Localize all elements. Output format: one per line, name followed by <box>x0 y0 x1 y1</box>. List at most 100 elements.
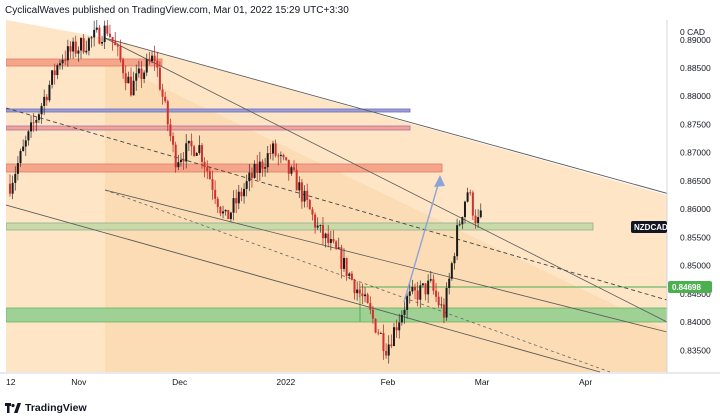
price-tick-label: 0.84500 <box>680 289 711 299</box>
candle-body <box>385 350 388 356</box>
candle-body <box>366 294 369 303</box>
channel-median-dashed <box>6 107 667 301</box>
candle-body <box>253 163 256 178</box>
candle-body <box>442 304 445 318</box>
candle-body <box>122 59 125 74</box>
candle-body <box>432 279 435 291</box>
candle-body <box>453 256 456 264</box>
candle-body <box>101 41 104 44</box>
candle-body <box>395 327 398 331</box>
candle-body <box>379 333 382 334</box>
time-tick-label: 12 <box>6 377 16 387</box>
candle-body <box>240 191 243 197</box>
price-tick-label: 0.83500 <box>680 345 711 355</box>
candle-body <box>93 29 96 38</box>
candle-body <box>458 224 461 226</box>
time-tick-label: Apr <box>579 377 592 387</box>
channel-lower-line <box>6 204 601 373</box>
candle-body <box>353 279 356 294</box>
candle-body <box>200 145 203 162</box>
candle-body <box>151 55 154 62</box>
candle-body <box>132 80 135 96</box>
candle-body <box>345 257 348 276</box>
candle-body <box>450 263 453 279</box>
candle-body <box>22 146 25 152</box>
candle-body <box>80 38 83 51</box>
price-tick-label: 0.85000 <box>680 261 711 271</box>
candle-body <box>40 105 43 115</box>
resistance-zone-blue <box>6 108 411 113</box>
candle-body <box>56 65 59 76</box>
price-tick-label: 0.85500 <box>680 232 711 242</box>
candle-body <box>177 162 180 168</box>
time-tick-label: Dec <box>172 377 188 387</box>
channel-mid-line-solid <box>104 37 667 323</box>
candle-body <box>271 143 274 154</box>
candle-body <box>474 215 477 223</box>
candle-body <box>208 171 211 180</box>
candle-body <box>414 286 417 291</box>
candle-body <box>463 201 466 218</box>
price-tick-label: 0.87000 <box>680 148 711 158</box>
candle-body <box>66 46 69 61</box>
candle-body <box>222 211 225 214</box>
candle-body <box>250 172 253 178</box>
candle-body <box>16 163 19 174</box>
chart-drawings <box>6 20 667 373</box>
candle-body <box>243 188 246 197</box>
channel-lower-line-2 <box>104 189 667 333</box>
price-tick-label: 0.88000 <box>680 91 711 101</box>
candle-body <box>229 212 232 219</box>
candle-body <box>64 59 67 61</box>
candle-body <box>103 25 106 42</box>
tradingview-branding[interactable]: TradingView <box>5 401 87 415</box>
candle-body <box>319 225 322 226</box>
candle-body <box>369 302 372 310</box>
candle-body <box>419 285 422 300</box>
candle-body <box>377 332 380 334</box>
candle-body <box>398 322 401 331</box>
time-axis[interactable]: 12 Nov Dec 2022 Feb Mar Apr <box>6 377 592 387</box>
candle-body <box>9 183 11 194</box>
candle-body <box>30 122 33 132</box>
currency-prefix-icon: 0 <box>680 27 687 37</box>
candle-body <box>106 25 109 34</box>
candle-body <box>382 333 385 351</box>
candle-body <box>166 101 169 125</box>
candle-body <box>282 154 285 158</box>
candle-body <box>440 304 443 306</box>
time-tick-label: Mar <box>475 377 490 387</box>
last-price-tag-bg <box>668 281 712 293</box>
candle-body <box>95 27 98 30</box>
candle-body <box>69 46 72 52</box>
candle-body <box>424 283 427 295</box>
candle-body <box>140 68 143 79</box>
candle-body <box>332 239 335 242</box>
price-axis[interactable]: 0.89000 0.88500 0.88000 0.87500 0.87000 0.865… <box>680 35 711 356</box>
candle-body <box>427 280 430 295</box>
candle-body <box>74 41 77 54</box>
candle-body <box>235 198 238 204</box>
projection-arrow-line <box>403 177 441 303</box>
candle-body <box>119 46 122 60</box>
candle-body <box>53 70 56 76</box>
candle-body <box>82 38 85 53</box>
candle-body <box>358 289 361 294</box>
candle-body <box>279 154 282 157</box>
candle-body <box>127 76 130 84</box>
candle-body <box>374 318 377 333</box>
candle-body <box>306 190 309 201</box>
tradingview-logo-icon <box>5 402 21 413</box>
candle-body <box>445 287 448 318</box>
candle-body <box>161 89 164 97</box>
time-tick-label: Feb <box>381 377 396 387</box>
candle-body <box>261 161 264 169</box>
candle-body <box>277 155 280 157</box>
candle-body <box>214 189 217 199</box>
candle-body <box>258 161 261 173</box>
currency-label: 0 CAD <box>680 27 705 37</box>
candle-body <box>203 161 206 168</box>
candle-body <box>219 206 222 214</box>
candle-body <box>148 59 151 62</box>
